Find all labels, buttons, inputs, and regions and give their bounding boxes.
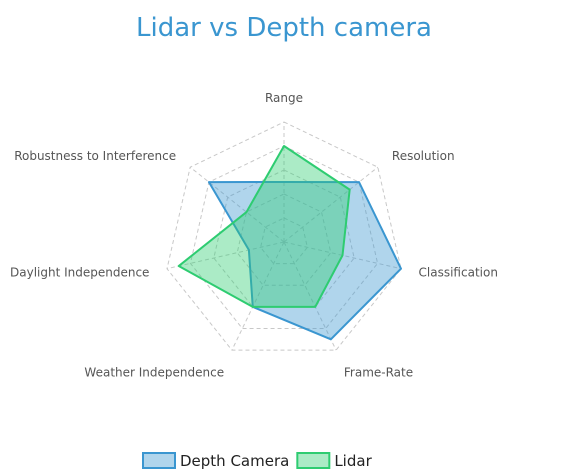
axis-label-range: Range (265, 91, 303, 105)
grid-ring-4 (189, 145, 379, 329)
series-depth-camera-area[interactable] (207, 181, 402, 341)
grid-ring-1 (260, 217, 308, 265)
legend-swatch-depth-camera (142, 452, 176, 469)
legend-label-lidar: Lidar (334, 452, 372, 470)
grid-spoke-2 (283, 166, 379, 243)
legend-swatch-lidar (296, 452, 331, 469)
grid-spoke-4 (283, 241, 337, 351)
axis-label-weather-independence: Weather Independence (84, 365, 224, 379)
grid-spoke-7 (189, 166, 285, 243)
grid-ring-5 (166, 121, 402, 351)
grid-spoke-6 (166, 241, 285, 270)
grid-spoke-5 (231, 241, 285, 351)
axis-label-resolution: Resolution (392, 149, 455, 163)
axis-labels: Range Resolution Classification Frame-Rate W… (10, 91, 498, 379)
legend[interactable]: Depth Camera Lidar (142, 452, 373, 470)
series-lidar-area[interactable] (177, 145, 351, 308)
legend-label-depth-camera: Depth Camera (180, 452, 289, 470)
axis-label-robustness-to-interference: Robustness to Interference (14, 149, 176, 163)
legend-item-depth-camera[interactable]: Depth Camera (142, 452, 289, 470)
legend-item-lidar[interactable]: Lidar (296, 452, 373, 470)
radar-series-layer (177, 145, 402, 341)
chart-title: Lidar vs Depth camera (136, 13, 432, 43)
axis-label-frame-rate: Frame-Rate (344, 365, 413, 379)
axis-label-daylight-independence: Daylight Independence (10, 266, 149, 280)
axis-label-classification: Classification (419, 266, 498, 280)
